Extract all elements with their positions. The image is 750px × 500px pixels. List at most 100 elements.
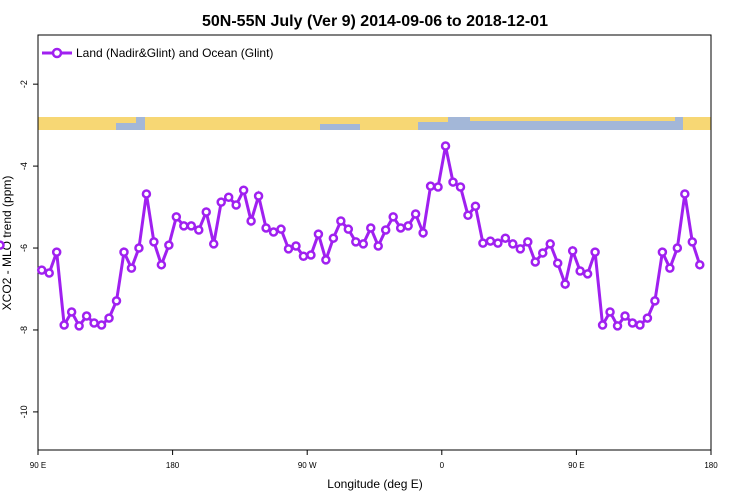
data-point — [321, 255, 331, 265]
data-point — [627, 318, 638, 328]
data-point — [582, 269, 593, 279]
data-point — [194, 225, 204, 235]
data-point — [261, 223, 271, 233]
data-point — [81, 311, 92, 321]
data-point — [500, 233, 511, 243]
data-point — [149, 237, 159, 247]
x-tick-label: 180 — [166, 461, 180, 470]
data-point — [328, 233, 339, 243]
x-tick-label: 90 E — [568, 461, 584, 470]
data-point — [425, 181, 436, 191]
data-point — [104, 313, 114, 323]
data-point — [523, 237, 533, 247]
data-point — [605, 307, 615, 317]
x-tick-label: 180 — [704, 461, 718, 470]
data-point — [567, 246, 578, 256]
data-point — [470, 201, 481, 211]
data-point — [395, 223, 406, 233]
data-point — [44, 268, 54, 278]
data-point — [179, 221, 189, 231]
data-point — [650, 296, 660, 306]
x-axis-label: Longitude (deg E) — [327, 477, 422, 491]
data-point — [253, 191, 264, 201]
data-point — [552, 258, 563, 268]
data-point — [515, 244, 526, 254]
data-point — [635, 320, 645, 330]
data-point — [545, 239, 555, 249]
data-point — [291, 241, 301, 251]
data-point — [134, 243, 144, 253]
data-point — [66, 307, 77, 317]
plot-frame — [37, 34, 712, 451]
data-point — [246, 216, 256, 226]
data-point — [343, 224, 354, 234]
data-point — [141, 189, 152, 199]
data-point — [119, 247, 129, 257]
data-point — [612, 321, 623, 331]
data-point — [665, 263, 675, 273]
data-point — [283, 244, 294, 254]
data-point — [597, 320, 608, 330]
data-point — [231, 200, 241, 210]
data-point — [448, 177, 458, 187]
data-point — [695, 260, 705, 270]
y-tick-label: -4 — [19, 162, 29, 170]
data-point — [223, 192, 234, 202]
data-point — [313, 229, 324, 239]
data-point — [530, 257, 541, 267]
data-point — [351, 237, 361, 247]
data-point — [657, 247, 668, 257]
data-point — [575, 266, 585, 276]
data-point — [268, 227, 279, 237]
data-point — [276, 224, 286, 234]
data-point — [433, 182, 443, 192]
data-point — [687, 237, 698, 247]
series-line — [41, 145, 702, 330]
data-point — [366, 223, 376, 233]
data-point — [238, 185, 249, 196]
data-point — [111, 296, 122, 306]
y-tick-label: -8 — [19, 326, 29, 334]
y-tick-label: -6 — [19, 244, 29, 252]
y-tick-label: -2 — [19, 80, 29, 88]
data-point — [538, 248, 548, 258]
data-point — [508, 239, 518, 249]
data-point — [164, 240, 174, 250]
legend: Land (Nadir&Glint) and Ocean (Glint) — [42, 46, 273, 60]
legend-marker — [51, 47, 63, 59]
data-point — [463, 210, 473, 221]
data-point — [440, 141, 451, 151]
data-point — [478, 238, 488, 248]
data-point — [388, 212, 398, 222]
data-point — [201, 207, 211, 217]
data-point — [208, 239, 219, 249]
legend-label: Land (Nadir&Glint) and Ocean (Glint) — [76, 46, 273, 60]
data-point — [36, 265, 47, 275]
data-point — [590, 247, 600, 257]
data-point — [298, 251, 309, 261]
data-point — [485, 236, 496, 246]
data-point — [410, 209, 421, 219]
data-point — [358, 239, 369, 249]
data-point — [216, 197, 226, 207]
data-point — [59, 320, 69, 330]
data-point — [373, 241, 383, 251]
data-point — [0, 240, 5, 250]
data-point — [336, 216, 346, 226]
data-point — [680, 189, 690, 199]
data-point — [672, 243, 683, 253]
data-point — [642, 313, 653, 323]
data-point — [306, 250, 316, 260]
y-tick-label: -10 — [19, 405, 29, 418]
x-tick-label: 90 W — [298, 461, 317, 470]
data-point — [493, 238, 503, 248]
chart-title: 50N-55N July (Ver 9) 2014-09-06 to 2018-… — [202, 13, 548, 30]
y-axis-label: XCO2 - MLO trend (ppm) — [0, 176, 14, 311]
data-point — [403, 221, 413, 231]
x-tick-label: 90 E — [30, 461, 46, 470]
data-point — [560, 279, 570, 289]
data-point — [51, 247, 62, 257]
data-point — [620, 311, 630, 321]
